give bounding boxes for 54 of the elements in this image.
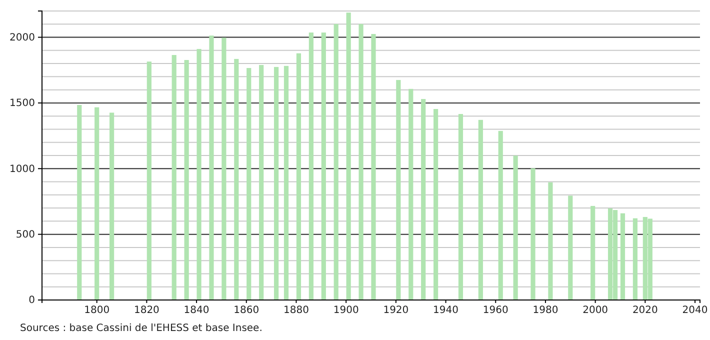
- bar: [209, 36, 214, 300]
- bar: [259, 64, 264, 300]
- bar: [234, 58, 239, 300]
- bar: [77, 104, 82, 300]
- x-tick-label: 2000: [582, 305, 608, 316]
- bar: [498, 130, 503, 300]
- bar: [296, 53, 302, 300]
- y-tick-label: 0: [28, 295, 35, 306]
- bar: [284, 66, 289, 300]
- bar: [146, 62, 152, 300]
- bar: [222, 38, 226, 300]
- x-tick-label: 1940: [433, 305, 458, 316]
- bar: [321, 32, 326, 300]
- source-note: Sources : base Cassini de l'EHESS et base Insee.: [20, 323, 262, 334]
- x-tick-label: 2040: [682, 305, 708, 316]
- x-tick-label: 1820: [134, 305, 160, 316]
- y-tick-label: 1000: [10, 164, 35, 175]
- bar: [371, 34, 376, 300]
- bar: [458, 114, 464, 300]
- bar: [530, 168, 536, 300]
- x-tick-label: 1860: [234, 305, 260, 316]
- bar: [590, 206, 596, 300]
- x-tick-label: 1800: [84, 305, 110, 316]
- x-tick-label: 1880: [284, 305, 309, 316]
- bar: [346, 12, 351, 300]
- bar: [94, 107, 100, 300]
- x-tick-label: 1980: [532, 305, 558, 316]
- bar: [421, 99, 426, 300]
- bar: [172, 55, 176, 300]
- bar: [434, 108, 438, 300]
- bar: [109, 112, 114, 300]
- bar: [334, 24, 338, 300]
- bar: [620, 213, 626, 300]
- x-tick-label: 1840: [184, 305, 210, 316]
- y-tick-label: 1500: [10, 98, 35, 110]
- bar: [308, 32, 314, 300]
- bar: [408, 88, 414, 300]
- bar: [184, 60, 189, 300]
- bar: [196, 48, 202, 300]
- bar: [548, 182, 553, 300]
- bar: [632, 218, 638, 300]
- bar: [358, 24, 364, 300]
- x-tick-label: 1960: [482, 305, 508, 316]
- y-tick-label: 500: [16, 230, 35, 241]
- x-tick-label: 1900: [333, 305, 359, 316]
- bar: [396, 80, 401, 300]
- bar: [513, 156, 518, 300]
- x-tick-label: 2020: [632, 305, 658, 316]
- x-tick-label: 1920: [383, 305, 409, 316]
- bar: [246, 68, 252, 300]
- bar: [274, 66, 279, 300]
- bar: [478, 120, 483, 300]
- bar: [568, 196, 573, 300]
- y-tick-label: 2000: [10, 32, 35, 44]
